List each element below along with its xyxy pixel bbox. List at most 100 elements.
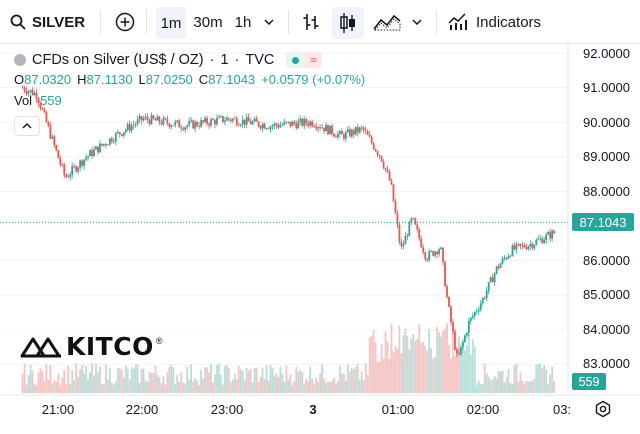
candle-body <box>144 116 147 119</box>
volume-bar <box>283 382 286 393</box>
volume-bar <box>243 379 246 393</box>
area-style-button[interactable] <box>370 0 404 44</box>
volume-bar <box>444 328 446 393</box>
volume-bar <box>231 379 234 393</box>
volume-bar <box>237 365 240 393</box>
volume-bar <box>404 328 407 393</box>
volume-bar <box>394 346 397 393</box>
volume-bar <box>281 373 284 393</box>
area-chart-icon <box>373 14 401 31</box>
candle-body <box>533 244 536 249</box>
candle-body <box>110 138 113 142</box>
candle-body <box>289 121 292 127</box>
volume-bar <box>229 381 232 393</box>
candle-body <box>277 125 280 128</box>
volume-bar <box>402 335 405 393</box>
volume-bar <box>426 350 429 393</box>
volume-bar <box>259 376 262 393</box>
volume-bar <box>537 363 540 393</box>
volume-bar <box>103 384 105 393</box>
volume-bar <box>69 383 72 393</box>
candle-body <box>73 166 76 167</box>
candle-body <box>287 121 290 123</box>
interval-dropdown-button[interactable] <box>260 0 278 44</box>
volume-bar <box>432 358 435 393</box>
volume-bar <box>473 346 476 393</box>
chart-settings-button[interactable] <box>594 400 612 423</box>
low-value: 87.0250 <box>145 72 193 87</box>
volume-bar <box>285 365 288 393</box>
volume-bar <box>126 368 129 393</box>
interval-1m-button[interactable]: 1m <box>156 7 186 39</box>
candle-body <box>27 91 30 94</box>
candle-body <box>341 130 343 135</box>
candle-body <box>513 245 516 250</box>
volume-bar <box>329 382 331 393</box>
candle-body <box>521 244 524 246</box>
candlestick-icon <box>340 13 355 33</box>
candle-body <box>414 218 417 225</box>
indicators-button[interactable]: Indicators <box>448 0 541 44</box>
volume-bar <box>366 374 369 393</box>
collapse-legend-button[interactable] <box>14 116 40 136</box>
candle-body <box>206 118 208 124</box>
candle-body <box>214 120 216 125</box>
change-value: +0.0579 (+0.07%) <box>261 72 366 87</box>
candle-body <box>99 143 101 153</box>
volume-bar <box>182 382 185 393</box>
candle-body <box>333 134 335 137</box>
candle-body <box>283 121 286 125</box>
candle-body <box>368 134 371 137</box>
interval-1h-button[interactable]: 1h <box>230 0 256 44</box>
candle-body <box>390 180 393 185</box>
interval-30m-button[interactable]: 30m <box>190 0 226 44</box>
volume-bar <box>200 370 202 393</box>
candle-body <box>103 144 105 146</box>
candle-body <box>410 218 413 223</box>
candle-body <box>378 154 381 157</box>
candle-body <box>247 116 250 122</box>
candle-body <box>253 118 256 122</box>
market-status-badge[interactable]: ≈ <box>286 52 323 68</box>
bars-style-button[interactable] <box>298 0 324 44</box>
time-tick: 01:00 <box>381 402 415 417</box>
chevron-down-icon <box>264 19 274 25</box>
volume-bar <box>79 369 81 393</box>
toolbar-divider <box>100 10 101 34</box>
volume-bar <box>253 367 256 393</box>
candles-style-button[interactable] <box>332 7 364 39</box>
volume-bar <box>263 379 266 393</box>
volume-bar <box>535 364 538 393</box>
candle-body <box>198 125 200 127</box>
candle-body <box>463 335 466 343</box>
volume-bar <box>505 377 508 393</box>
delayed-data-icon: ≈ <box>304 52 323 68</box>
candle-body <box>136 119 139 125</box>
candle-body <box>93 149 95 156</box>
candle-body <box>505 258 508 259</box>
candle-body <box>497 266 500 268</box>
bar-chart-style-icon <box>303 14 319 30</box>
volume-bar <box>118 368 121 393</box>
candle-body <box>235 118 238 126</box>
volume-bar <box>206 367 208 393</box>
volume-bar <box>491 379 494 393</box>
candle-body <box>104 144 107 146</box>
chart-type-dropdown-button[interactable] <box>408 0 426 44</box>
volume-bar <box>388 359 391 393</box>
volume-bar <box>487 376 490 393</box>
volume-bar <box>204 367 206 393</box>
interval-30m-label: 30m <box>193 13 223 31</box>
volume-bar <box>239 369 242 393</box>
candle-body <box>487 282 490 291</box>
candle-body <box>491 277 494 283</box>
compare-add-button[interactable] <box>112 0 138 44</box>
volume-bar <box>293 381 296 393</box>
candle-body <box>352 129 355 135</box>
volume-bar <box>477 380 480 393</box>
candle-body <box>398 224 401 243</box>
symbol-search[interactable]: SILVER <box>10 0 85 44</box>
volume-bar <box>156 374 159 393</box>
toolbar-divider <box>288 10 289 34</box>
